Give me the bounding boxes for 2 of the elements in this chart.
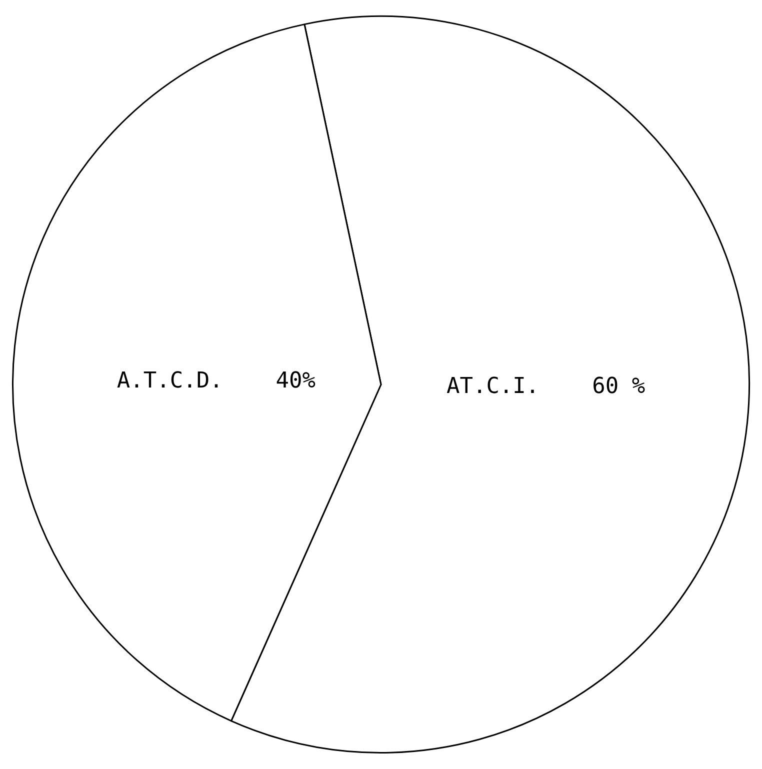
slice-label: A.T.C.D. 40%	[116, 368, 316, 394]
slice-label: AT.C.I. 60 %	[446, 374, 646, 399]
